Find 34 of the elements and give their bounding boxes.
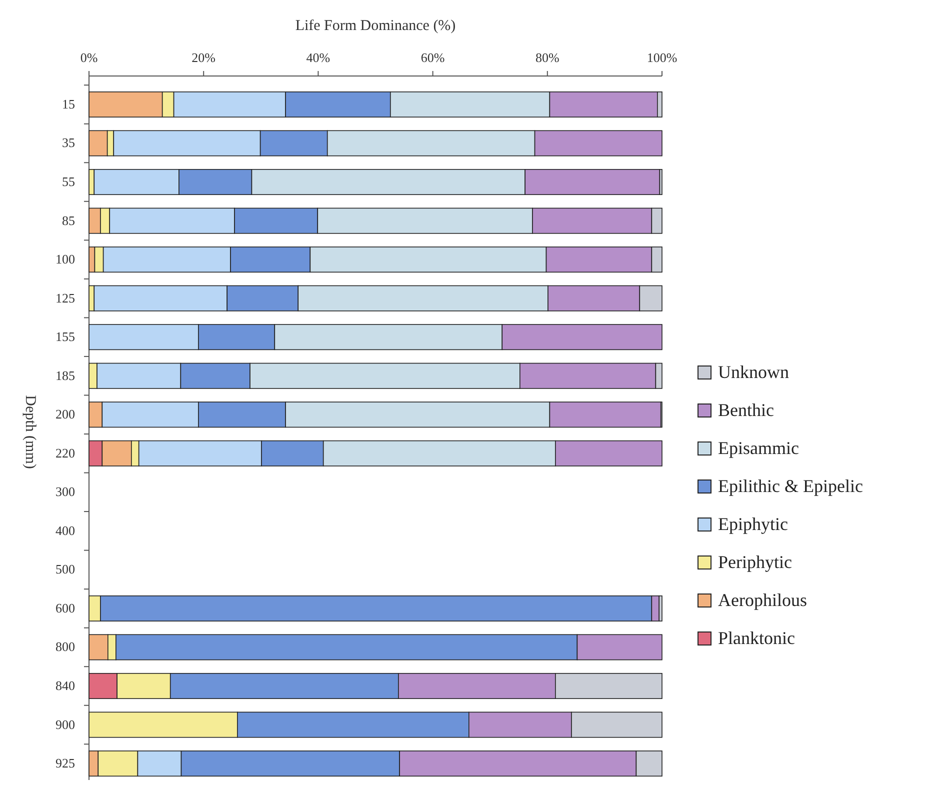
- y-tick-label: 300: [56, 484, 75, 500]
- y-tick-label: 220: [56, 445, 75, 460]
- x-tick-label: 80%: [535, 50, 560, 65]
- legend-label: Aerophilous: [718, 590, 807, 610]
- y-axis-title: Depth (mm): [22, 395, 38, 469]
- legend-label: Epilithic & Epipelic: [718, 476, 863, 496]
- y-tick-label: 600: [56, 600, 75, 616]
- y-tick-label: 500: [56, 562, 75, 577]
- y-tick-label: 840: [56, 678, 75, 693]
- y-tick-label: 55: [62, 174, 75, 190]
- y-tick-label: 185: [56, 368, 75, 383]
- y-tick-label: 900: [56, 716, 75, 732]
- x-tick-label: 60%: [420, 50, 445, 65]
- legend-label: Planktonic: [718, 628, 796, 648]
- x-axis-title: Life Form Dominance (%): [295, 18, 456, 34]
- y-tick-label: 125: [56, 290, 75, 306]
- x-tick-label: 0%: [80, 50, 98, 65]
- x-tick-label: 40%: [306, 50, 330, 65]
- y-tick-label: 400: [56, 522, 75, 538]
- y-tick-label: 925: [56, 756, 75, 771]
- x-tick-label: 20%: [192, 50, 216, 65]
- y-tick-label: 155: [56, 329, 75, 344]
- legend-label: Benthic: [718, 400, 774, 420]
- y-tick-label: 35: [62, 135, 75, 150]
- legend-label: Unknown: [718, 362, 789, 382]
- y-tick-label: 15: [62, 96, 75, 112]
- x-tick-label: 100%: [646, 50, 678, 65]
- y-tick-label: 200: [56, 406, 75, 422]
- legend-label: Epiphytic: [718, 514, 788, 534]
- y-tick-label: 85: [62, 212, 75, 228]
- y-tick-label: 100: [56, 252, 75, 267]
- y-tick-label: 800: [56, 639, 75, 654]
- legend-label: Episammic: [718, 438, 799, 458]
- legend-label: Periphytic: [718, 552, 792, 572]
